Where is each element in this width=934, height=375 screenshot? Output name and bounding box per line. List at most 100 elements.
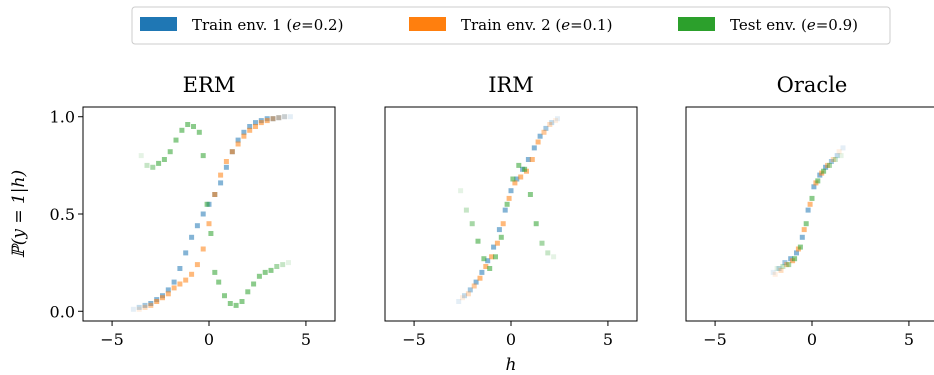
point-oracle-s1-0 [772,271,778,277]
point-erm-s1-10 [194,262,200,268]
point-irm-s1-15 [547,122,553,127]
point-erm-s2-15 [216,279,222,285]
point-irm-s2-7 [498,234,504,240]
point-erm-s2-16 [222,293,227,299]
point-erm-s2-5 [167,149,173,155]
point-irm-s1-12 [529,157,535,162]
point-erm-s2-0 [138,153,144,159]
point-erm-s1-1 [142,304,148,310]
point-erm-s0-16 [223,164,229,170]
point-irm-s1-10 [518,174,524,180]
point-erm-s1-16 [229,149,235,155]
point-oracle-s0-5 [799,234,805,240]
legend-entry-train-env-1: Train env. 1 (e=0.2) [140,16,343,34]
point-erm-s1-17 [235,141,241,147]
x-tick-label-irm: −5 [402,330,426,349]
point-irm-s2-10 [516,162,522,168]
point-oracle-s1-10 [830,157,836,162]
point-erm-s1-8 [183,277,189,283]
point-oracle-s2-8 [821,168,827,174]
point-irm-s1-14 [541,129,547,135]
axes-frame-erm [82,106,336,322]
point-irm-s2-11 [522,166,528,172]
point-irm-s0-7 [496,227,502,233]
legend-entry-train-env-2: Train env. 2 (e=0.1) [409,16,612,34]
point-irm-s0-14 [537,133,543,139]
point-erm-s0-25 [276,115,282,121]
point-irm-s1-7 [500,221,506,227]
point-irm-s0-6 [491,244,497,250]
legend-entry-test-env: Test env. (e=0.9) [678,16,858,34]
point-erm-s1-3 [154,299,160,304]
point-erm-s2-2 [150,164,156,170]
point-erm-s1-7 [177,281,183,287]
point-oracle-s1-5 [801,227,807,233]
point-irm-s2-16 [551,254,557,260]
point-erm-s0-27 [287,114,293,120]
point-erm-s0-12 [200,211,206,217]
x-tick-label-oracle: 5 [904,330,914,349]
point-erm-s2-11 [200,153,206,159]
point-erm-s0-3 [148,301,154,306]
point-oracle-s0-10 [828,159,834,164]
point-erm-s0-9 [183,250,189,256]
point-irm-s1-2 [471,283,477,289]
x-tick-label-irm: 5 [603,330,613,349]
point-irm-s2-2 [469,221,475,227]
point-irm-s2-6 [493,254,498,260]
point-irm-s2-8 [504,201,510,207]
point-irm-s0-15 [543,125,549,131]
panel-irm: IRM −5 0 5 h [384,73,638,375]
point-oracle-s0-7 [811,184,817,190]
legend-swatch-test-env [678,17,715,31]
point-irm-s0-8 [502,207,508,213]
point-erm-s1-22 [264,118,270,124]
x-tick-label-oracle: −5 [703,330,727,349]
point-oracle-s2-2 [786,262,792,268]
y-tick-label-erm: 0.5 [50,205,75,224]
x-ticks-erm: −5 0 5 [100,321,311,349]
point-irm-s1-1 [465,291,471,297]
point-erm-s1-20 [253,124,258,129]
point-erm-s2-7 [179,127,185,133]
point-erm-s2-26 [280,262,286,268]
point-erm-s2-25 [274,264,280,269]
plot-area-erm [130,114,293,312]
point-erm-s2-19 [239,299,245,304]
point-irm-s1-16 [553,118,559,124]
point-erm-s2-18 [233,302,239,308]
x-tick-label-erm: 5 [301,330,311,349]
point-oracle-s0-11 [834,153,840,159]
legend-label-test-env: Test env. (e=0.9) [730,16,858,34]
point-erm-s2-17 [227,301,233,306]
point-erm-s1-12 [206,221,212,227]
point-erm-s2-24 [268,267,274,273]
point-erm-s1-24 [276,115,282,121]
point-erm-s2-9 [191,124,196,129]
point-erm-s1-23 [270,116,276,122]
point-oracle-s2-0 [774,266,780,271]
point-erm-s2-20 [245,289,251,295]
point-irm-s1-3 [477,275,483,281]
legend-frame [131,6,891,45]
point-erm-s0-0 [130,306,136,312]
point-erm-s2-27 [286,260,291,266]
point-erm-s2-21 [251,281,257,287]
point-irm-s2-15 [545,250,551,256]
point-irm-s2-9 [510,176,516,182]
point-irm-s2-5 [487,266,493,271]
point-erm-s2-23 [262,269,268,275]
point-oracle-s1-1 [778,267,784,273]
point-erm-s0-10 [189,234,195,240]
plot-area-oracle [770,145,846,277]
point-erm-s0-20 [247,124,253,129]
point-irm-s0-3 [473,279,479,285]
point-erm-s2-6 [173,137,179,143]
point-erm-s1-5 [165,291,171,297]
point-erm-s2-4 [161,157,167,162]
point-erm-s2-14 [212,269,218,275]
point-erm-s0-19 [241,129,247,135]
panel-title-erm: ERM [183,73,236,97]
point-erm-s1-9 [189,271,195,277]
point-oracle-s1-6 [807,201,813,207]
